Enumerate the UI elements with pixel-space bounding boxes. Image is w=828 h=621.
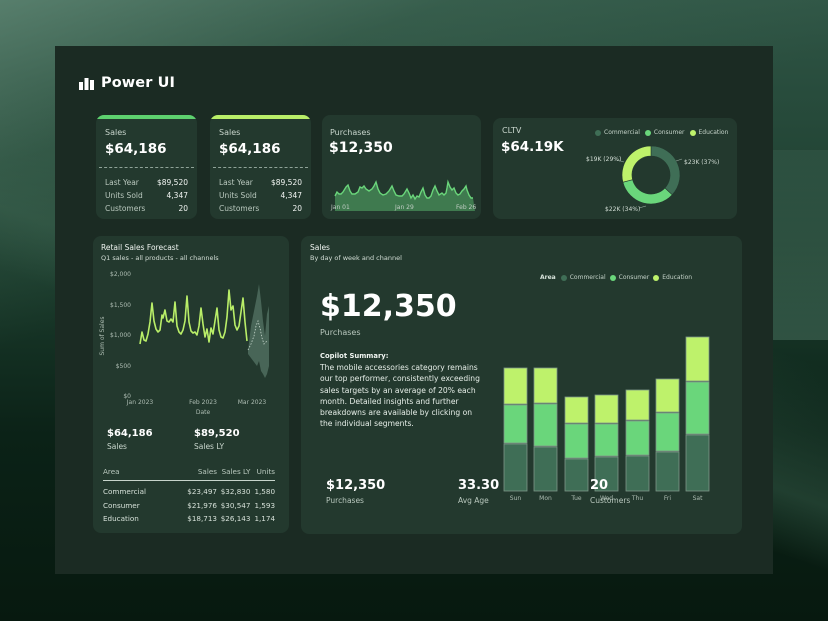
divider bbox=[99, 167, 194, 168]
copilot-title: Copilot Summary: bbox=[320, 352, 389, 360]
kpi-row-customers: Customers 20 bbox=[219, 204, 302, 213]
forecast-subtitle: Q1 sales - all products - all channels bbox=[101, 254, 219, 262]
svg-text:Mon: Mon bbox=[539, 495, 552, 502]
donut-slice-consumer bbox=[622, 179, 673, 205]
svg-text:Sun: Sun bbox=[510, 495, 522, 502]
copilot-summary-text: The mobile accessories category remains … bbox=[320, 363, 480, 429]
slice-label-commercial: $23K (37%) bbox=[684, 159, 720, 166]
stacked-bar-chart[interactable]: Sun Mon Tue Wed Thu Fri Sat bbox=[301, 236, 742, 534]
forecast-sales-value: $64,186 bbox=[107, 428, 153, 439]
cltv-card[interactable]: CLTV $64.19K Commercial Consumer Educati… bbox=[493, 118, 737, 219]
retail-sales-forecast-card: Retail Sales Forecast Q1 sales - all pro… bbox=[93, 236, 289, 533]
sales-kpi-card-2[interactable]: Sales $64,186 Last Year $89,520 Units Sol… bbox=[210, 115, 311, 219]
purchases-sparkline bbox=[334, 179, 475, 211]
x-tick-end: Feb 26 bbox=[456, 204, 477, 211]
table-header: Area Sales Sales LY Units bbox=[103, 467, 275, 481]
table-row[interactable]: Consumer $21,976 $30,547 1,593 bbox=[103, 500, 276, 510]
stat-customers-label: Customers bbox=[590, 496, 631, 505]
forecast-sales-label: Sales bbox=[107, 442, 127, 451]
sparkline-line bbox=[334, 179, 473, 201]
svg-text:Sum of Sales: Sum of Sales bbox=[99, 316, 106, 355]
cltv-label: CLTV bbox=[502, 126, 522, 135]
legend-dot-commercial bbox=[595, 129, 601, 136]
kpi-label: Sales bbox=[219, 128, 241, 137]
stat-purchases-value: $12,350 bbox=[326, 478, 386, 493]
hero-label: Purchases bbox=[320, 328, 361, 337]
app-header: Power UI bbox=[79, 75, 175, 91]
sales-legend: Area Commercial Consumer Education bbox=[540, 274, 693, 281]
kpi-value: $64,186 bbox=[105, 141, 167, 157]
app-title: Power UI bbox=[101, 75, 175, 91]
svg-text:$500: $500 bbox=[116, 363, 131, 370]
legend-dot-consumer bbox=[609, 274, 616, 281]
sales-kpi-card-1[interactable]: Sales $64,186 Last Year $89,520 Units Sol… bbox=[96, 115, 197, 219]
donut-slice-education bbox=[621, 145, 652, 183]
sparkline-area bbox=[335, 182, 475, 211]
svg-text:Mar 2023: Mar 2023 bbox=[238, 399, 267, 406]
sales-subtitle: By day of week and channel bbox=[310, 254, 402, 262]
forecast-sales-ly-value: $89,520 bbox=[194, 428, 240, 439]
svg-text:Sat: Sat bbox=[693, 495, 703, 502]
svg-text:$0: $0 bbox=[123, 393, 131, 400]
x-tick-mid: Jan 29 bbox=[395, 204, 414, 211]
purchases-label: Purchases bbox=[330, 128, 371, 137]
svg-text:$1,500: $1,500 bbox=[110, 302, 131, 309]
card-accent-bar bbox=[96, 115, 197, 119]
slice-label-education: $19K (29%) bbox=[586, 156, 622, 163]
card-accent-bar bbox=[210, 115, 311, 119]
forecast-line-chart[interactable]: $2,000 $1,500 $1,000 $500 $0 Sum of Sale… bbox=[93, 266, 289, 426]
kpi-row-units-sold: Units Sold 4,347 bbox=[219, 191, 302, 200]
kpi-row-last-year: Last Year $89,520 bbox=[105, 178, 188, 187]
kpi-row-last-year: Last Year $89,520 bbox=[219, 178, 302, 187]
sales-by-day-card: Sales By day of week and channel $12,350… bbox=[301, 236, 742, 534]
svg-text:Date: Date bbox=[196, 409, 211, 416]
donut-slice-commercial bbox=[650, 145, 681, 196]
svg-text:Tue: Tue bbox=[570, 495, 582, 502]
kpi-value: $64,186 bbox=[219, 141, 281, 157]
area-sales-table: Area Sales Sales LY Units Commercial $23,… bbox=[103, 467, 275, 526]
svg-text:Wed: Wed bbox=[600, 495, 613, 502]
table-row[interactable]: Education $18,713 $26,143 1,174 bbox=[103, 514, 276, 523]
legend-dot-consumer bbox=[644, 129, 651, 136]
bar-chart-icon bbox=[79, 78, 94, 90]
kpi-row-units-sold: Units Sold 4,347 bbox=[105, 191, 188, 200]
purchases-card[interactable]: Purchases $12,350 Jan 01 Jan 29 Feb 26 bbox=[322, 115, 481, 219]
table-row[interactable]: Commercial $23,497 $32,830 1,580 bbox=[103, 487, 276, 496]
cltv-legend: Commercial Consumer Education bbox=[595, 129, 728, 136]
svg-text:$2,000: $2,000 bbox=[110, 271, 131, 278]
stat-avg-age-label: Avg Age bbox=[458, 496, 489, 505]
svg-text:$1,000: $1,000 bbox=[110, 332, 131, 339]
dashboard-window: Power UI Sales $64,186 Last Year $89,520 … bbox=[55, 46, 773, 574]
kpi-label: Sales bbox=[105, 128, 127, 137]
svg-text:Thu: Thu bbox=[631, 495, 643, 502]
svg-text:Feb 2023: Feb 2023 bbox=[189, 399, 217, 406]
background-shape bbox=[768, 150, 828, 340]
slice-label-consumer: $22K (34%) bbox=[605, 206, 641, 213]
cltv-donut-chart[interactable] bbox=[493, 118, 737, 219]
divider bbox=[213, 167, 308, 168]
legend-dot-education bbox=[689, 129, 696, 136]
stat-avg-age-value: 33.30 bbox=[458, 478, 500, 493]
stat-customers-value: 20 bbox=[590, 478, 609, 493]
purchases-value: $12,350 bbox=[329, 140, 393, 156]
kpi-row-customers: Customers 20 bbox=[105, 204, 188, 213]
legend-dot-commercial bbox=[560, 274, 567, 281]
legend-dot-education bbox=[653, 274, 660, 281]
x-tick-start: Jan 01 bbox=[331, 204, 350, 211]
forecast-title: Retail Sales Forecast bbox=[101, 243, 179, 252]
sales-title: Sales bbox=[310, 243, 330, 252]
forecast-sales-ly-label: Sales LY bbox=[194, 442, 225, 451]
svg-text:Jan 2023: Jan 2023 bbox=[126, 399, 154, 406]
svg-text:Fri: Fri bbox=[664, 495, 671, 502]
stat-purchases-label: Purchases bbox=[326, 496, 364, 505]
hero-value: $12,350 bbox=[320, 289, 457, 324]
cltv-value: $64.19K bbox=[501, 139, 564, 155]
